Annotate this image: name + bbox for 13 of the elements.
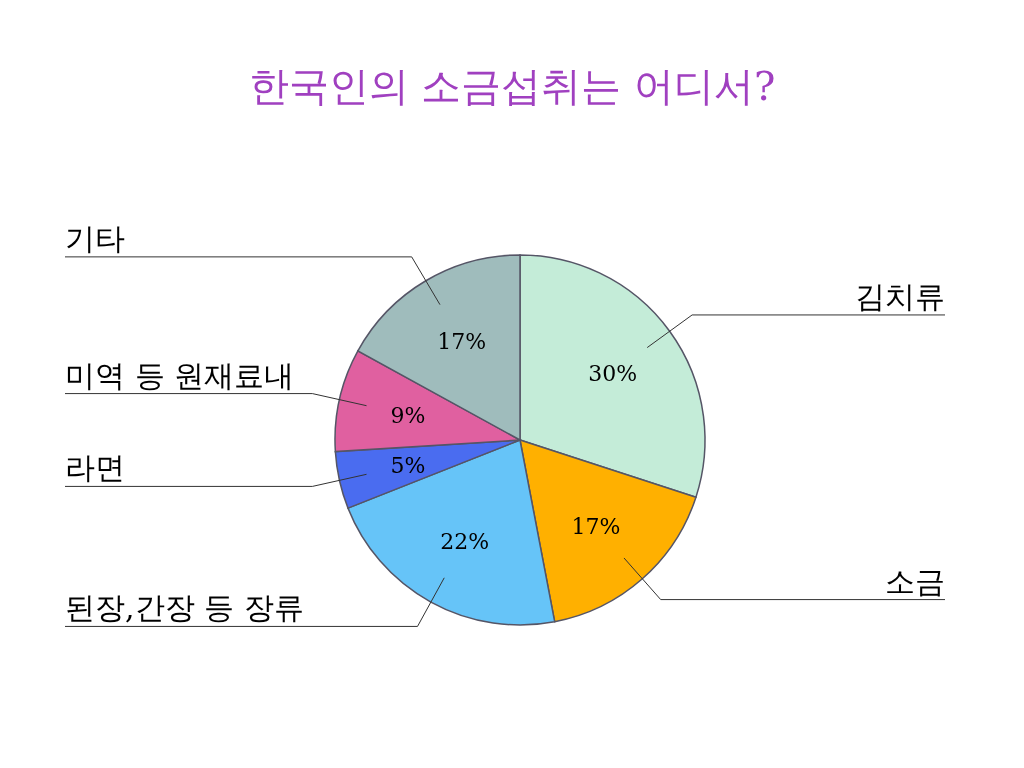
slice-label: 기타 xyxy=(65,220,125,256)
slice-label: 라면 xyxy=(65,450,125,486)
slice-label: 된장,간장 등 장류 xyxy=(65,590,304,626)
chart-title: 한국인의 소금섭취는 어디서? xyxy=(248,63,776,109)
slice-label: 소금 xyxy=(885,563,945,599)
data-label: 30% xyxy=(588,360,638,386)
slice-label: 미역 등 원재료내 xyxy=(65,357,295,393)
data-label: 5% xyxy=(390,453,426,479)
data-label: 22% xyxy=(440,528,490,554)
data-label: 17% xyxy=(571,514,621,540)
data-label: 17% xyxy=(437,329,487,355)
slice-label: 김치류 xyxy=(855,278,945,314)
data-label: 9% xyxy=(390,402,426,428)
